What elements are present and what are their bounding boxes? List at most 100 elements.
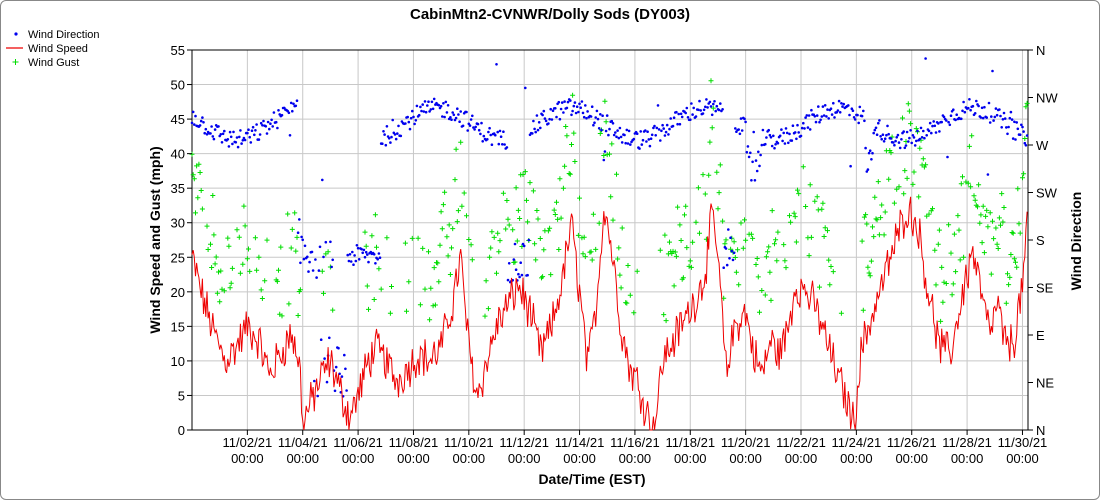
wind-direction-point bbox=[324, 240, 328, 244]
wind-direction-point bbox=[980, 106, 984, 110]
wind-direction-point bbox=[543, 117, 547, 120]
wind-gust-point bbox=[602, 98, 608, 104]
wind-gust-point bbox=[911, 169, 917, 175]
wind-gust-point bbox=[229, 265, 235, 271]
wind-direction-point bbox=[955, 113, 958, 116]
wind-gust-point bbox=[788, 219, 794, 225]
wind-gust-point bbox=[510, 227, 516, 233]
wind-direction-point bbox=[781, 139, 784, 143]
wind-gust-point bbox=[362, 229, 368, 235]
wind-gust-point bbox=[415, 235, 421, 241]
wind-direction-point bbox=[580, 100, 584, 103]
wind-direction-point bbox=[340, 375, 344, 378]
wind-gust-point bbox=[807, 182, 813, 188]
legend-label-wind-gust: Wind Gust bbox=[28, 57, 79, 69]
x-tick-label-time: 00:00 bbox=[674, 451, 707, 466]
wind-gust-point bbox=[677, 222, 683, 228]
wind-direction-point bbox=[999, 114, 1002, 118]
wind-gust-point bbox=[1005, 271, 1010, 277]
wind-gust-point bbox=[872, 194, 878, 200]
wind-gust-point bbox=[714, 169, 720, 175]
y2-tick-label: E bbox=[1036, 328, 1045, 343]
wind-direction-point bbox=[262, 119, 265, 123]
wind-direction-point bbox=[932, 120, 935, 123]
wind-gust-point bbox=[969, 133, 975, 139]
x-tick-label: 11/24/21 bbox=[832, 435, 882, 450]
wind-gust-point bbox=[371, 297, 377, 302]
wind-direction-point bbox=[1024, 144, 1028, 147]
wind-gust-point bbox=[497, 238, 503, 244]
wind-gust-point bbox=[217, 299, 223, 305]
grid bbox=[192, 50, 1028, 430]
wind-gust-point bbox=[458, 139, 464, 145]
y-tick-label: 30 bbox=[171, 216, 185, 231]
wind-direction-point bbox=[287, 111, 291, 115]
wind-gust-point bbox=[815, 207, 821, 213]
wind-direction-point bbox=[856, 113, 859, 117]
wind-direction-point bbox=[608, 127, 611, 131]
wind-direction-point bbox=[219, 133, 223, 136]
wind-direction-point bbox=[382, 130, 385, 133]
wind-direction-point bbox=[813, 115, 817, 118]
wind-direction-point bbox=[406, 115, 410, 119]
wind-direction-point bbox=[782, 131, 785, 135]
wind-direction-point bbox=[738, 132, 742, 136]
wind-direction-point bbox=[458, 120, 461, 123]
wind-direction-point bbox=[815, 114, 819, 117]
wind-direction-point bbox=[802, 121, 805, 125]
x-tick-label: 11/28/21 bbox=[942, 435, 992, 450]
wind-direction-point bbox=[924, 57, 927, 60]
wind-gust-point bbox=[993, 225, 999, 231]
wind-direction-point bbox=[641, 138, 645, 142]
wind-direction-point bbox=[394, 137, 398, 141]
wind-gust-point bbox=[330, 307, 336, 313]
wind-direction-point bbox=[760, 143, 764, 147]
wind-direction-point bbox=[833, 116, 836, 119]
wind-gust-point bbox=[1006, 282, 1012, 288]
wind-direction-point bbox=[795, 137, 798, 141]
wind-gust-point bbox=[825, 228, 830, 234]
wind-direction-point bbox=[853, 118, 857, 121]
wind-direction-point bbox=[555, 115, 558, 119]
wind-gust-point bbox=[775, 229, 781, 235]
wind-direction-point bbox=[948, 123, 952, 127]
wind-direction-point bbox=[302, 257, 306, 261]
wind-direction-point bbox=[204, 127, 208, 131]
wind-direction-point bbox=[770, 144, 774, 148]
wind-direction-point bbox=[261, 124, 264, 127]
wind-direction-point bbox=[323, 357, 326, 360]
wind-direction-point bbox=[745, 150, 749, 154]
wind-gust-point bbox=[787, 213, 792, 219]
wind-direction-point bbox=[471, 114, 474, 118]
wind-gust-point bbox=[209, 265, 215, 270]
wind-direction-point bbox=[544, 119, 548, 123]
y-tick-label: 40 bbox=[171, 147, 185, 162]
wind-direction-point bbox=[690, 102, 693, 105]
wind-direction-point bbox=[1015, 121, 1018, 124]
wind-gust-point bbox=[242, 223, 248, 229]
wind-direction-point bbox=[269, 122, 272, 125]
wind-direction-point bbox=[904, 144, 908, 147]
wind-direction-point bbox=[270, 118, 273, 122]
wind-direction-point bbox=[571, 109, 574, 113]
wind-gust-point bbox=[545, 228, 551, 234]
wind-direction-point bbox=[710, 113, 714, 117]
wind-direction-point bbox=[494, 133, 497, 137]
wind-direction-point bbox=[384, 143, 388, 147]
wind-direction-point bbox=[355, 244, 359, 247]
wind-gust-point bbox=[439, 226, 445, 232]
wind-gust-point bbox=[534, 208, 540, 213]
wind-direction-point bbox=[288, 134, 292, 137]
wind-direction-point bbox=[640, 143, 644, 146]
wind-gust-point bbox=[864, 221, 870, 227]
wind-direction-point bbox=[893, 143, 896, 147]
wind-gust-point bbox=[662, 232, 668, 238]
x-tick-label: 11/02/21 bbox=[223, 435, 273, 450]
x-tick-label: 11/30/21 bbox=[998, 435, 1048, 450]
wind-gust-point bbox=[932, 247, 938, 253]
wind-direction-point bbox=[706, 106, 709, 109]
wind-direction-point bbox=[946, 155, 949, 159]
wind-direction-point bbox=[850, 107, 854, 110]
y2-tick-label: N bbox=[1036, 423, 1045, 438]
wind-direction-point bbox=[985, 116, 988, 119]
